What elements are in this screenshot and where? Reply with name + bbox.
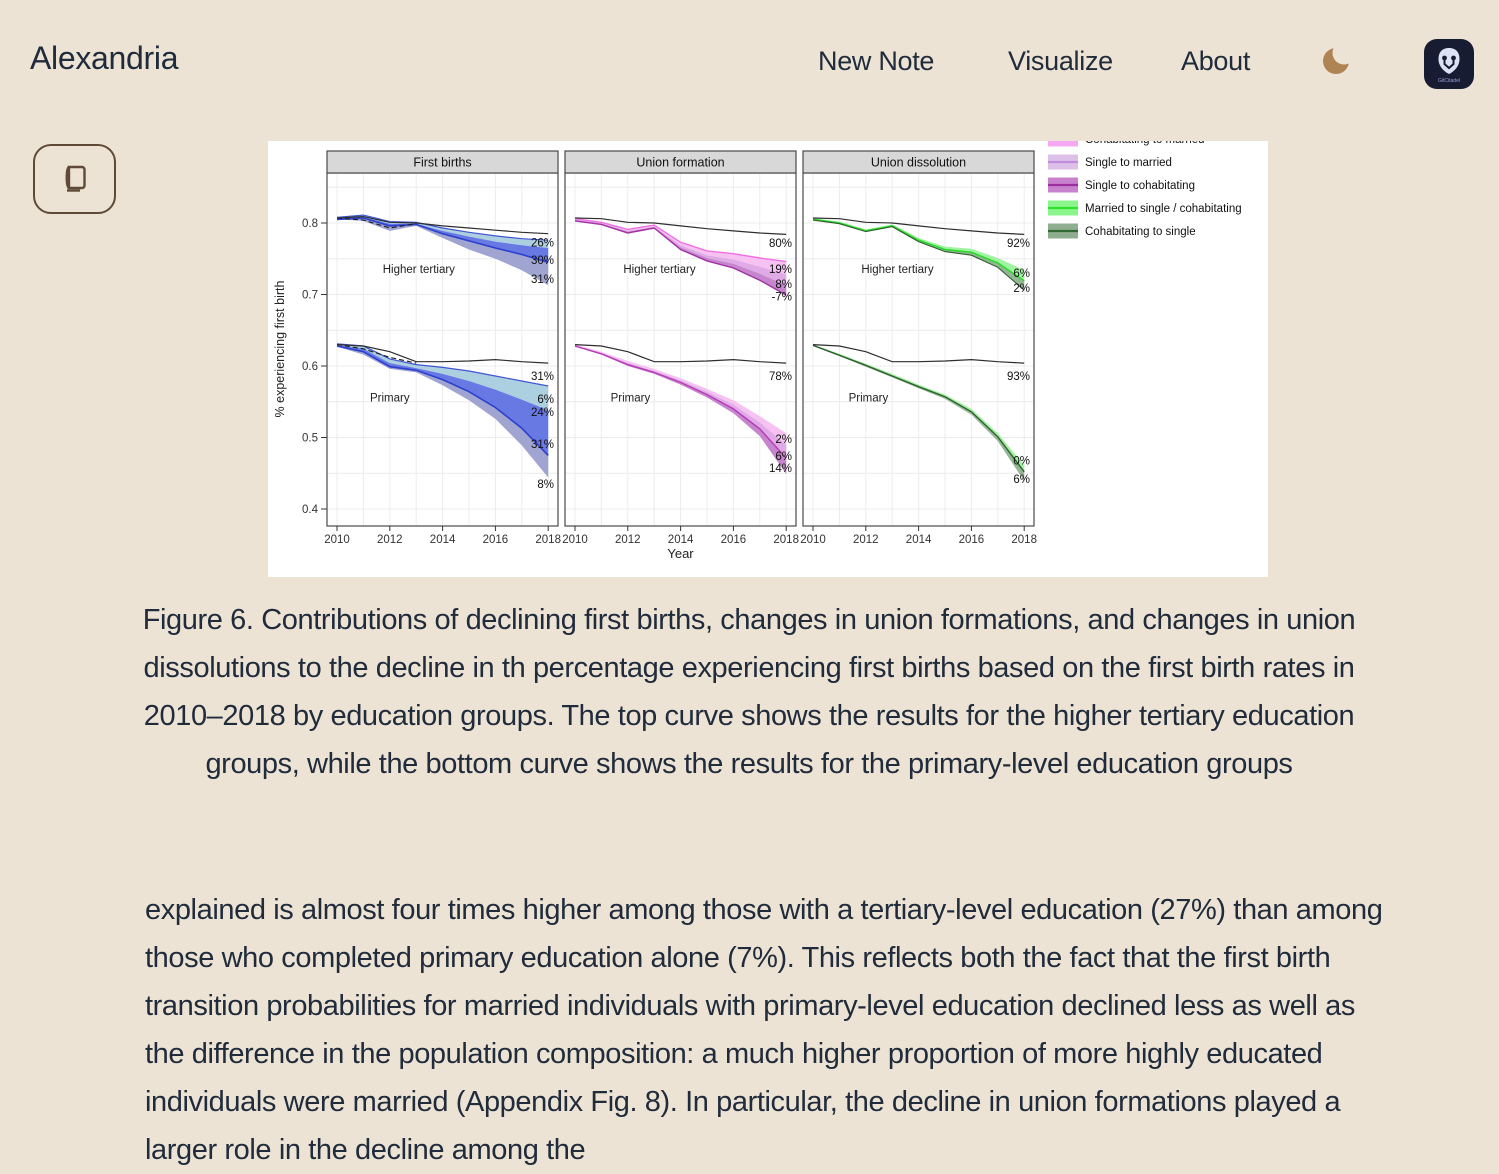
svg-text:Single to married: Single to married [1085,157,1172,169]
svg-text:2018: 2018 [773,534,799,546]
crescent-moon-icon [1323,41,1356,74]
svg-text:0%: 0% [1013,455,1030,467]
figure-chart: 0.4 0.5 0.6 0.7 0.8 % experiencing first birt… [273,141,1242,561]
svg-text:2012: 2012 [377,534,403,546]
svg-text:Higher tertiary: Higher tertiary [623,264,695,276]
svg-text:6%: 6% [775,451,792,463]
svg-text:93%: 93% [1007,371,1030,383]
svg-text:2012: 2012 [615,534,641,546]
chart-legend: Cohabitating to married Single to married… [1048,141,1242,239]
svg-text:0.4: 0.4 [302,504,319,516]
svg-text:31%: 31% [531,274,554,286]
svg-text:14%: 14% [769,463,792,475]
chart-panel-first-births: 26% 30% 31% Higher tertiary 31% 6%24% 31% 8% Pri… [324,150,561,546]
svg-text:Year: Year [667,546,694,561]
svg-text:Primary: Primary [370,392,410,404]
article-paragraph: explained is almost four times higher am… [145,894,1383,1166]
svg-text:2%: 2% [1013,283,1030,295]
svg-text:-7%: -7% [772,292,792,304]
svg-text:Cohabitating to married: Cohabitating to married [1085,141,1205,146]
svg-text:8%: 8% [537,479,554,491]
svg-text:% experiencing first birth: % experiencing first birth [273,281,287,418]
svg-text:Union formation: Union formation [636,156,724,170]
svg-text:0.6: 0.6 [302,361,318,373]
svg-text:0.8: 0.8 [302,218,318,230]
svg-text:2010: 2010 [324,534,350,546]
svg-text:0.7: 0.7 [302,290,318,302]
figure-image: 0.4 0.5 0.6 0.7 0.8 % experiencing first birt… [268,141,1268,577]
svg-text:26%: 26% [531,237,554,249]
svg-text:Married to single / cohabitati: Married to single / cohabitating [1085,203,1242,215]
theme-toggle-button[interactable] [1320,41,1356,78]
svg-text:2014: 2014 [906,534,932,546]
svg-text:First births: First births [413,156,471,170]
svg-text:Higher tertiary: Higher tertiary [383,264,455,276]
svg-text:6%: 6% [1013,474,1030,486]
svg-text:Cohabitating to single: Cohabitating to single [1085,226,1196,238]
svg-text:Union dissolution: Union dissolution [871,156,966,170]
svg-text:92%: 92% [1007,238,1030,250]
svg-text:24%: 24% [531,407,554,419]
svg-text:2012: 2012 [853,534,879,546]
svg-text:19%: 19% [769,264,792,276]
svg-text:0.5: 0.5 [302,433,318,445]
svg-text:Higher tertiary: Higher tertiary [861,264,933,276]
svg-text:2010: 2010 [800,534,826,546]
svg-text:31%: 31% [531,439,554,451]
svg-text:Primary: Primary [849,392,889,404]
svg-text:6%: 6% [537,394,554,406]
nav-new-note[interactable]: New Note [818,46,935,76]
svg-text:Primary: Primary [611,392,651,404]
chart-panel-union-dissolution: 92% 6% 2% Higher tertiary 93% 0% 6% Primary Unio… [800,150,1037,546]
svg-text:6%: 6% [1013,268,1030,280]
svg-text:2%: 2% [775,434,792,446]
nav-visualize[interactable]: Visualize [1008,46,1113,76]
app-brand[interactable]: Alexandria [30,40,179,76]
reader-mode-button[interactable] [33,144,116,214]
svg-text:2014: 2014 [430,534,456,546]
svg-text:80%: 80% [769,238,792,250]
nav-about[interactable]: About [1181,46,1251,76]
svg-text:GitCitadel: GitCitadel [1438,78,1460,84]
svg-text:2018: 2018 [535,534,561,546]
gitcitadel-logo-icon: GitCitadel [1424,39,1474,89]
open-book-icon [65,165,86,192]
chart-panel-union-formation: 80% 19% 8%-7% Higher tertiary 78% 2% 6%14% Prim… [562,150,799,546]
figure-caption: Figure 6. Contributions of declining fir… [142,604,1356,780]
svg-text:Single to cohabitating: Single to cohabitating [1085,180,1195,192]
svg-text:78%: 78% [769,371,792,383]
svg-text:2018: 2018 [1011,534,1037,546]
svg-text:2016: 2016 [959,534,985,546]
svg-text:2016: 2016 [721,534,747,546]
svg-text:2014: 2014 [668,534,694,546]
svg-text:30%: 30% [531,255,554,267]
svg-text:2016: 2016 [483,534,509,546]
app-logo-button[interactable]: GitCitadel [1424,39,1474,89]
svg-text:2010: 2010 [562,534,588,546]
svg-text:8%: 8% [775,279,792,291]
svg-text:31%: 31% [531,371,554,383]
